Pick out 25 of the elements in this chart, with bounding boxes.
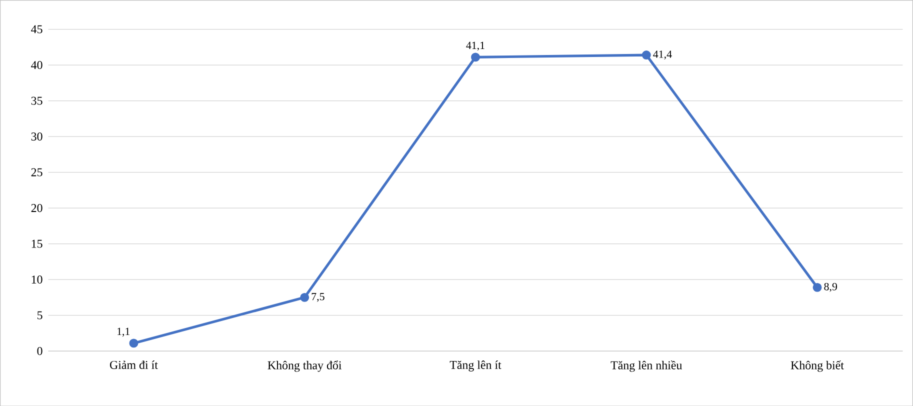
data-label: 8,9 (824, 282, 838, 292)
y-tick-label: 20 (31, 204, 42, 212)
x-tick-label: Tăng lên ít (450, 360, 502, 372)
point (471, 52, 480, 62)
point (129, 338, 138, 348)
x-tick-label: Tăng lên nhiều (610, 360, 682, 372)
y-tick-label: 5 (37, 311, 42, 320)
y-tick-label: 40 (31, 60, 42, 69)
y-tick-label: 25 (31, 168, 42, 176)
point (812, 282, 822, 292)
point (300, 292, 310, 302)
y-tick-label: 10 (32, 275, 42, 284)
y-tick-label: 0 (37, 346, 42, 355)
y-tick-label: 15 (32, 240, 42, 248)
y-tick-label: 45 (31, 25, 42, 34)
data-label: 41,1 (466, 42, 484, 51)
y-tick-label: 35 (31, 96, 42, 105)
data-label: 7,5 (312, 292, 324, 302)
x-tick-label: Giảm đi ít (110, 360, 158, 369)
x-tick-label: Không biết (790, 360, 844, 372)
y-tick-label: 30 (31, 132, 42, 140)
x-tick-label: Không thay đổi (268, 360, 342, 372)
point (642, 50, 651, 60)
data-label: 1,1 (117, 328, 130, 337)
data-label: 41,4 (653, 50, 672, 60)
